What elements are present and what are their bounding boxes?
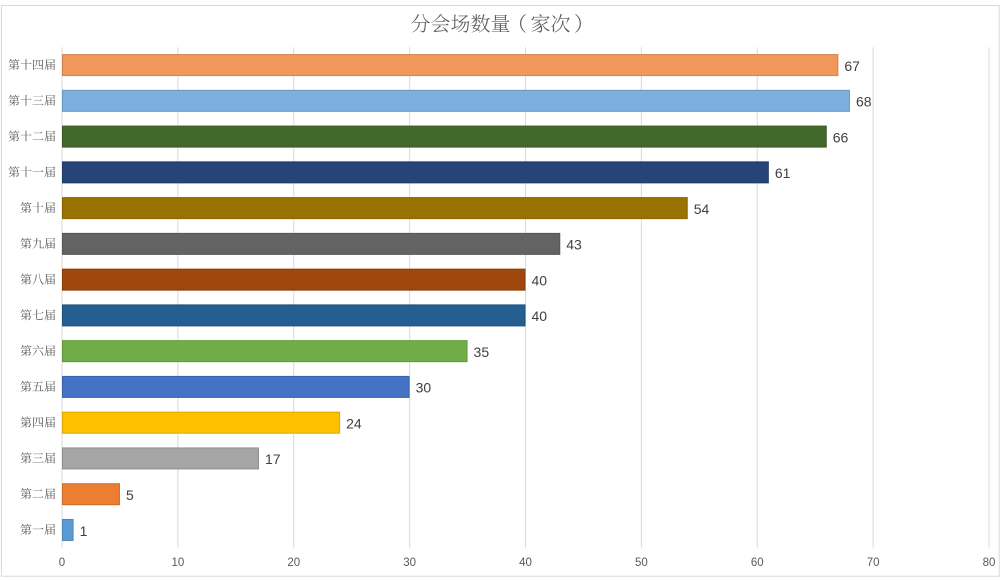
svg-text:43: 43	[566, 237, 582, 253]
svg-text:30: 30	[403, 557, 416, 569]
svg-text:20: 20	[287, 557, 300, 569]
svg-text:1: 1	[80, 523, 88, 539]
svg-text:35: 35	[474, 344, 490, 360]
svg-text:10: 10	[171, 557, 184, 569]
svg-text:17: 17	[265, 451, 281, 467]
svg-text:54: 54	[694, 201, 710, 217]
svg-text:24: 24	[346, 415, 362, 431]
svg-text:40: 40	[532, 272, 548, 288]
svg-text:40: 40	[532, 308, 548, 324]
svg-text:30: 30	[416, 380, 432, 396]
svg-text:5: 5	[126, 487, 134, 503]
svg-text:0: 0	[59, 557, 65, 569]
svg-text:60: 60	[751, 557, 764, 569]
svg-text:70: 70	[867, 557, 880, 569]
svg-text:40: 40	[519, 557, 532, 569]
svg-text:66: 66	[833, 129, 849, 145]
svg-text:61: 61	[775, 165, 791, 181]
svg-text:50: 50	[635, 557, 648, 569]
svg-text:80: 80	[983, 557, 996, 569]
svg-text:67: 67	[844, 58, 860, 74]
svg-text:68: 68	[856, 94, 872, 110]
